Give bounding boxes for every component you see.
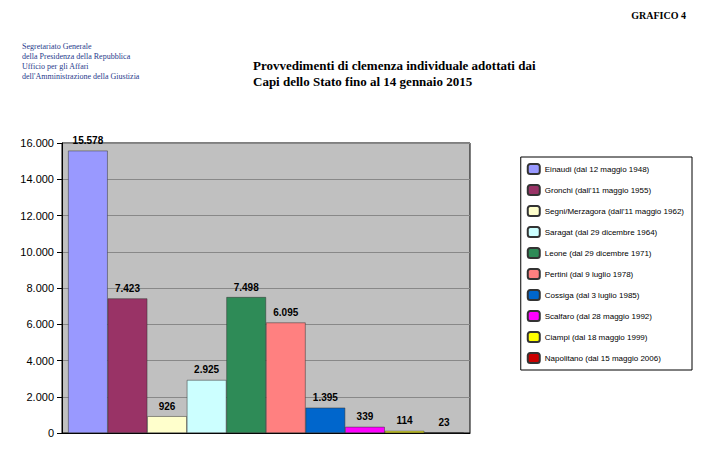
svg-text:Cossiga (dal 3 luglio 1985): Cossiga (dal 3 luglio 1985): [545, 291, 640, 300]
svg-text:8.000: 8.000: [26, 282, 54, 294]
svg-text:4.000: 4.000: [26, 355, 54, 367]
svg-text:2.000: 2.000: [26, 391, 54, 403]
svg-text:0: 0: [48, 427, 54, 439]
svg-text:16.000: 16.000: [20, 137, 54, 149]
svg-text:Einaudi (dal 12 maggio 1948): Einaudi (dal 12 maggio 1948): [545, 165, 650, 174]
svg-text:Scalfaro (dal 28 maggio 1992): Scalfaro (dal 28 maggio 1992): [545, 312, 653, 321]
svg-text:15.578: 15.578: [73, 135, 104, 146]
svg-text:2.925: 2.925: [194, 364, 219, 375]
svg-text:Gronchi (dall'11 maggio 1955): Gronchi (dall'11 maggio 1955): [545, 186, 652, 195]
svg-text:14.000: 14.000: [20, 173, 54, 185]
svg-text:Capi dello Stato fino al 14 ge: Capi dello Stato fino al 14 gennaio 2015: [253, 74, 473, 89]
svg-text:339: 339: [357, 411, 374, 422]
svg-text:Pertini (dal 9 luglio 1978): Pertini (dal 9 luglio 1978): [545, 270, 634, 279]
svg-text:Ciampi (dal 18 maggio 1999): Ciampi (dal 18 maggio 1999): [545, 333, 648, 342]
svg-text:1.395: 1.395: [313, 392, 338, 403]
svg-text:Saragat (dal 29 dicembre 1964): Saragat (dal 29 dicembre 1964): [545, 228, 658, 237]
svg-text:7.423: 7.423: [115, 283, 140, 294]
svg-text:114: 114: [396, 415, 413, 426]
svg-text:6.000: 6.000: [26, 318, 54, 330]
svg-text:dell'Amministrazione della Giu: dell'Amministrazione della Giustizia: [22, 72, 140, 81]
svg-text:della Presidenza della Repubbl: della Presidenza della Repubblica: [22, 52, 131, 61]
svg-text:Leone (dal 29 dicembre 1971): Leone (dal 29 dicembre 1971): [545, 249, 652, 258]
svg-text:Napolitano (dal 15 maggio 2006: Napolitano (dal 15 maggio 2006): [545, 354, 661, 363]
svg-text:Segni/Merzagora (dall'11 maggi: Segni/Merzagora (dall'11 maggio 1962): [545, 207, 685, 216]
svg-text:926: 926: [159, 401, 176, 412]
svg-text:7.498: 7.498: [234, 282, 259, 293]
svg-text:6.095: 6.095: [273, 307, 298, 318]
svg-text:Ufficio per gli Affari: Ufficio per gli Affari: [22, 62, 89, 71]
svg-text:GRAFICO 4: GRAFICO 4: [631, 10, 686, 21]
svg-text:Provvedimenti di clemenza indi: Provvedimenti di clemenza individuale ad…: [253, 58, 539, 73]
svg-text:10.000: 10.000: [20, 246, 54, 258]
svg-text:12.000: 12.000: [20, 210, 54, 222]
svg-text:23: 23: [439, 417, 451, 428]
svg-text:Segretariato Generale: Segretariato Generale: [22, 42, 92, 51]
